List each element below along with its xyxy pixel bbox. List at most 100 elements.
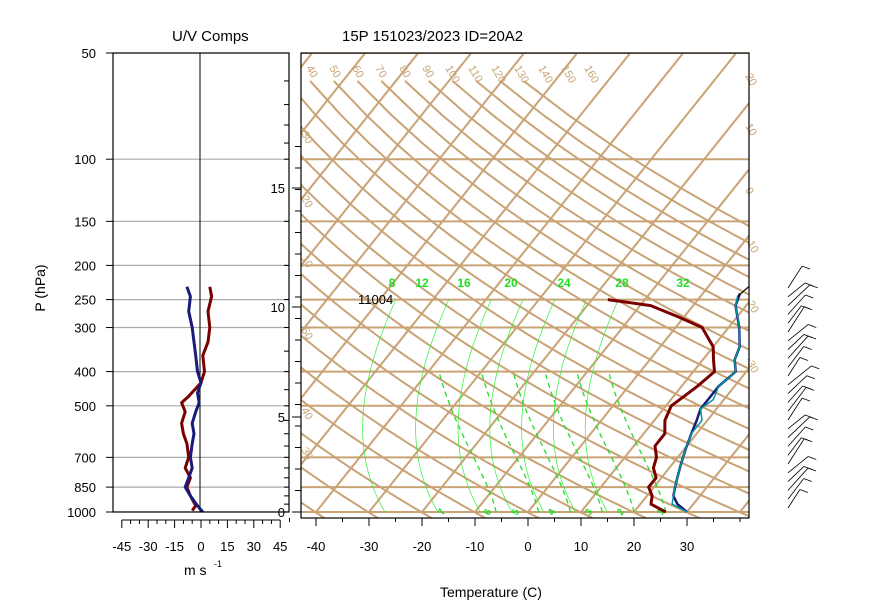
pressure-gridlines	[113, 53, 289, 512]
dry-adiabat-line	[404, 80, 749, 314]
wind-barb-feather	[801, 265, 811, 270]
dry-adiabat-label: 120	[488, 64, 508, 86]
dry-adiabat-line	[333, 80, 749, 370]
mixing-ratio-bottom-label: 5	[510, 507, 523, 518]
wind-barb-staff	[787, 294, 806, 315]
wind-barb-staff	[787, 478, 805, 500]
moist-adiabat-label: 30	[298, 130, 315, 147]
wind-barb-feather	[803, 466, 813, 470]
isotherm-line	[301, 53, 472, 268]
dry-adiabat-line	[301, 125, 749, 430]
mixing-ratio-line	[362, 299, 397, 513]
mixing-ratio-line	[457, 299, 492, 513]
wind-barb-feather	[801, 397, 811, 402]
isotherm-line	[793, 53, 887, 512]
u-component-line	[180, 286, 214, 512]
wind-barb-feather	[801, 437, 810, 442]
dry-adiabat-line	[301, 272, 702, 518]
mixing-ratio-bottom-label: 2	[615, 507, 628, 518]
wind-barb-feather	[804, 414, 814, 419]
wind-barb-feather	[805, 426, 814, 431]
isotherm-line	[301, 53, 578, 400]
wind-barb-feather	[802, 385, 811, 390]
wind-barb-staff	[787, 357, 801, 377]
wind-barb-feather	[803, 478, 812, 482]
wind-barb-feather	[804, 282, 814, 287]
dry-adiabat-label: 140	[535, 64, 555, 86]
temperature-tick-label: 10	[574, 539, 588, 554]
mixing-ratio-lines	[362, 299, 619, 513]
isotherm-line	[0, 53, 100, 512]
dry-adiabat-line	[301, 466, 380, 518]
v-component-line	[183, 286, 204, 512]
mixing-ratio-line	[553, 299, 587, 513]
wind-line	[737, 285, 749, 297]
pressure-tick-label: 150	[74, 214, 96, 229]
dry-adiabat-label: 130	[511, 64, 531, 86]
dry-adiabat-label: 50	[326, 64, 343, 81]
dry-adiabat-label: 160	[581, 64, 601, 86]
moist-adiabat-line	[512, 371, 572, 513]
isotherm-line	[739, 499, 749, 513]
wind-axis: -45 -30 -15 0 15 30 45	[112, 519, 287, 554]
wind-barb-staff	[787, 467, 809, 491]
pressure-tick-label: 250	[74, 293, 96, 308]
wind-barb-staff	[787, 385, 803, 403]
temperature-axis: -40 -30 -20 -10 0 10 20 30	[289, 518, 741, 554]
right-x-axis-label: Temperature (C)	[440, 584, 542, 600]
wind-barb-staff	[787, 437, 802, 456]
dry-adiabat-line	[301, 334, 595, 518]
dry-adiabat-line	[301, 154, 749, 451]
moist-adiabat-label: 20	[298, 194, 315, 211]
mixing-ratio-bottom-label: 4	[546, 507, 559, 518]
dry-adiabat-line	[301, 183, 749, 473]
wind-tick-label: -15	[165, 539, 184, 554]
wind-tick-label: 30	[247, 539, 261, 554]
wind-barb-staff	[787, 397, 803, 421]
pressure-tick-label: 1000	[67, 505, 96, 520]
moist-adiabat-label: 50	[298, 326, 315, 343]
moist-adiabat-label: 10	[742, 122, 759, 139]
left-x-axis-label: m s	[184, 562, 207, 578]
left-panel-title: U/V Comps	[172, 28, 249, 45]
pressure-tick-label: 300	[74, 321, 96, 336]
wind-barb-staff	[787, 387, 807, 412]
mixing-ratio-label: 8	[389, 276, 396, 290]
isotherm-line	[301, 53, 419, 202]
dry-adiabat-line	[301, 96, 749, 410]
isotherm-line	[0, 53, 206, 512]
temperature-tick-label: 30	[680, 539, 694, 554]
skewed-isotherms	[0, 53, 887, 513]
mixing-ratio-bottom-label: 7	[436, 507, 449, 518]
right-plot-frame	[300, 52, 750, 519]
dry-adiabat-label: 40	[303, 64, 320, 81]
mixing-ratio-line	[521, 299, 556, 513]
pressure-tick-label: 500	[74, 399, 96, 414]
wind-barb-staff	[787, 265, 803, 289]
wind-barb-feather	[805, 294, 814, 299]
wind-barb-feather	[803, 334, 813, 338]
dry-adiabat-line	[301, 242, 749, 518]
isotherm-line	[301, 53, 631, 467]
wind-barb-staff	[787, 282, 806, 298]
temperature-tick-label: -20	[413, 539, 432, 554]
wind-tick-label: -30	[139, 539, 158, 554]
wind-barbs	[787, 265, 820, 509]
wind-barb-staff	[787, 489, 801, 509]
wind-barb-staff	[787, 335, 809, 359]
wind-barb-staff	[787, 416, 811, 438]
mixing-ratio-line	[489, 299, 524, 513]
isotherm-line	[686, 432, 749, 513]
moist-adiabat-label: -20	[742, 296, 760, 316]
wind-barb-staff	[787, 346, 805, 368]
wind-barb-staff	[787, 466, 805, 482]
isotherm-line	[421, 101, 749, 513]
wind-barb-staff	[787, 284, 811, 306]
mixing-ratio-bottom-label: 1	[655, 507, 668, 518]
uv-series	[180, 286, 214, 512]
pressure-tick-label: 850	[74, 480, 96, 495]
mixing-ratio-label: 28	[615, 276, 629, 290]
dry-adiabat-line	[380, 80, 749, 332]
